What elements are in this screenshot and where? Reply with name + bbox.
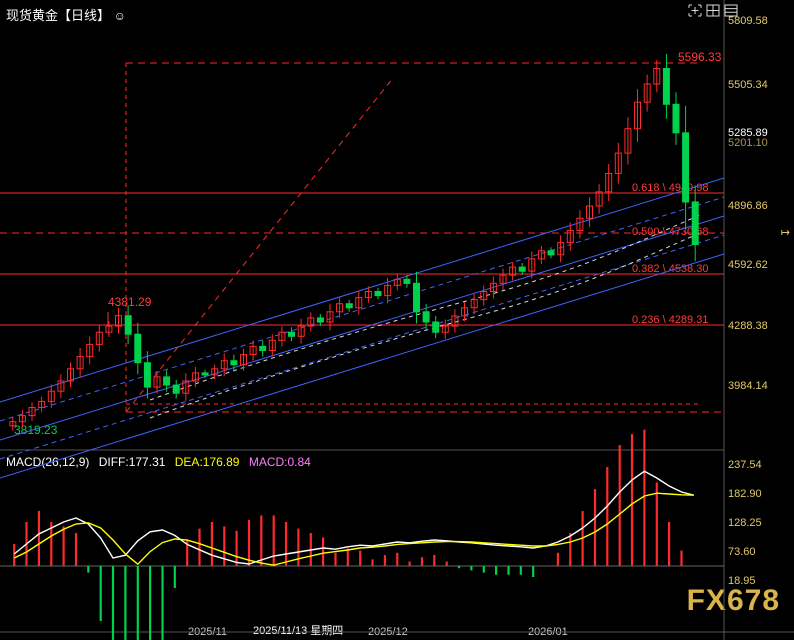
price-axis-label-7: 3984.14 <box>728 380 768 392</box>
price-axis-label-0: 5809.58 <box>728 15 768 27</box>
macd-macd-label: MACD:0.84 <box>248 455 311 469</box>
price-axis-label-3: 5201.10 <box>728 137 768 149</box>
crosshair-icon[interactable] <box>688 4 702 17</box>
price-axis-label-2: 5285.89 <box>728 127 768 139</box>
high-price-annotation: 5596.33 <box>678 50 722 64</box>
fib-label-0382: 0.382 \ 4538.30 <box>632 263 709 275</box>
price-axis-label-6: 4288.38 <box>728 320 768 332</box>
trend-channel <box>0 177 725 479</box>
trend-channel-dashed <box>0 196 725 460</box>
price-axis-label-5: 4592.62 <box>728 259 768 271</box>
page-title-text: 现货黄金【日线】 <box>6 8 111 23</box>
fib-label-0500: 0.500 \ 4730.68 <box>632 226 709 238</box>
candlestick-series <box>9 53 699 431</box>
macd-histogram <box>13 429 683 640</box>
x-axis-label-1: 2025/11/13 星期四 <box>253 625 344 637</box>
macd-title: MACD(26,12,9) <box>6 455 90 469</box>
price-axis-label-4: 4896.86 <box>728 200 768 212</box>
fib-label-0236: 0.236 \ 4289.31 <box>632 314 709 326</box>
chart-toolbar[interactable] <box>688 4 738 17</box>
macd-dea-label: DEA:176.89 <box>174 455 240 469</box>
macd-dea-line <box>13 492 694 566</box>
watermark: FX678 <box>686 584 780 617</box>
grid-rows-icon[interactable] <box>724 4 738 17</box>
fib-lines <box>0 62 724 413</box>
macd-axis-label-1: 182.90 <box>728 488 762 500</box>
page-title: 现货黄金【日线】 ☺ <box>6 5 126 24</box>
mid-price-annotation: 4381.29 <box>108 295 152 309</box>
macd-header: MACD(26,12,9) DIFF:177.31 DEA:176.89 MAC… <box>6 455 317 469</box>
macd-axis-label-0: 237.54 <box>728 459 762 471</box>
fib-label-0618: 0.618 \ 4940.98 <box>632 182 709 194</box>
price-axis-label-1: 5505.34 <box>728 79 768 91</box>
macd-axis-label-2: 128.25 <box>728 517 762 529</box>
macd-axis-label-3: 73.60 <box>728 546 756 558</box>
smiley-icon: ☺ <box>113 9 126 23</box>
macd-diff-label: DIFF:177.31 <box>98 455 166 469</box>
low-price-annotation: 3819.23 <box>14 423 58 437</box>
macd-diff-line <box>13 470 694 565</box>
grid-4-icon[interactable] <box>706 4 720 17</box>
macd-axis-label-4: 18.95 <box>728 575 756 587</box>
current-price-arrow-icon: ↦ <box>780 227 790 239</box>
